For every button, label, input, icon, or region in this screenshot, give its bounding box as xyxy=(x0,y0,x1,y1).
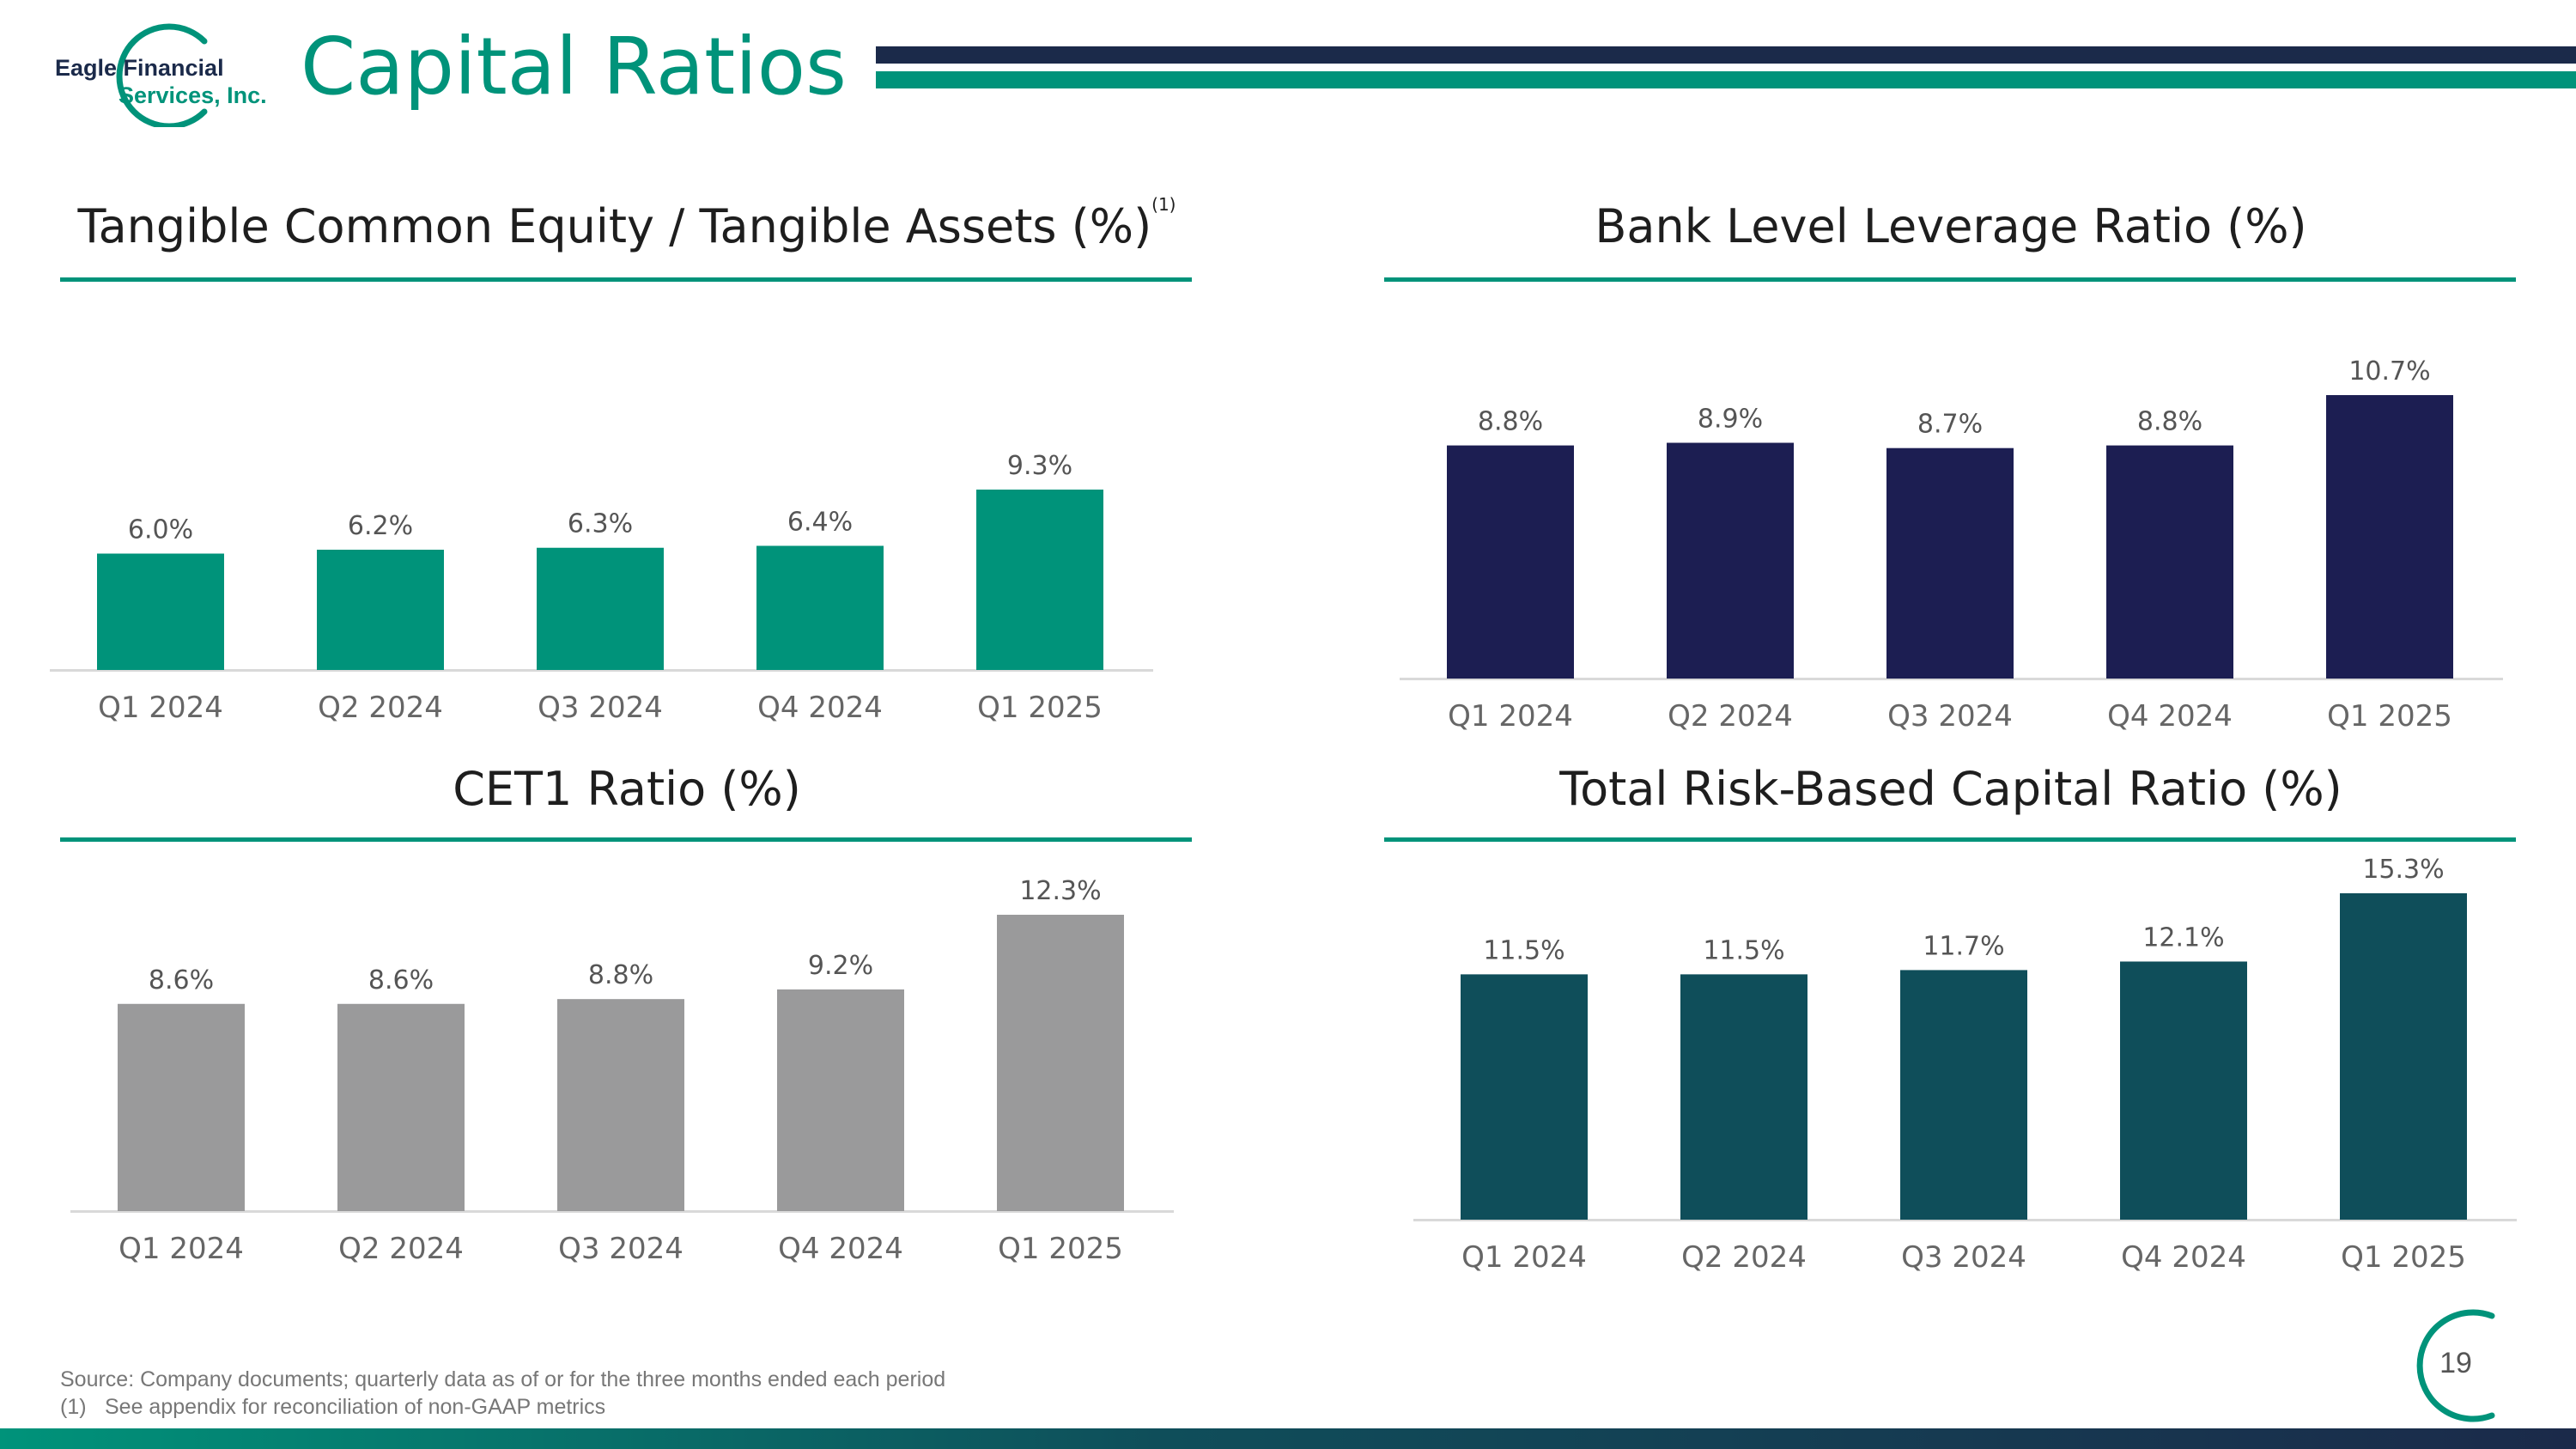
logo-arc-icon xyxy=(116,23,208,127)
data-label: 8.6% xyxy=(368,965,434,995)
footnotes: Source: Company documents; quarterly dat… xyxy=(60,1366,945,1421)
data-label: 11.5% xyxy=(1483,935,1564,965)
bar xyxy=(1447,445,1574,679)
chart-title-tce-text: Tangible Common Equity / Tangible Assets… xyxy=(77,199,1152,253)
data-label: 6.4% xyxy=(787,507,853,537)
chart-title-rule-trbc xyxy=(1384,837,2516,842)
header-band-teal xyxy=(876,71,2576,88)
header-band-dark xyxy=(876,46,2576,64)
page-number: 19 xyxy=(2439,1347,2472,1379)
x-tick-label: Q1 2025 xyxy=(2327,699,2452,734)
data-label: 12.1% xyxy=(2142,922,2224,953)
bar xyxy=(756,545,884,670)
x-tick-label: Q3 2024 xyxy=(1901,1240,2026,1275)
footer-bar xyxy=(0,1428,2576,1449)
chart-trbc: 11.5% Q1 2024 11.5% Q2 2024 11.7% Q3 2024 12.1… xyxy=(1413,855,2517,1275)
data-label: 10.7% xyxy=(2348,356,2430,387)
footnote-source: Source: Company documents; quarterly dat… xyxy=(60,1367,946,1391)
data-label: 8.7% xyxy=(1917,410,1983,440)
bar xyxy=(1667,442,1794,679)
chart-title-rule-cet1 xyxy=(60,837,1192,842)
x-tick-label: Q3 2024 xyxy=(558,1232,683,1266)
x-tick-label: Q4 2024 xyxy=(778,1232,903,1266)
chart-title-cet1: CET1 Ratio (%) xyxy=(453,762,801,816)
x-tick-label: Q3 2024 xyxy=(1887,699,2013,734)
data-label: 9.2% xyxy=(808,951,873,981)
chart-title-leverage: Bank Level Leverage Ratio (%) xyxy=(1595,199,2307,253)
logo-text-line1: Eagle Financial xyxy=(55,55,224,81)
chart-title-tce: Tangible Common Equity / Tangible Assets… xyxy=(60,194,1194,253)
chart-leverage: 8.8% Q1 2024 8.9% Q2 2024 8.7% Q3 2024 8.8% Q4 … xyxy=(1400,356,2503,734)
page-arc-icon xyxy=(2416,1309,2495,1422)
bar xyxy=(118,1003,245,1211)
bar xyxy=(2106,445,2233,679)
bar xyxy=(2326,395,2453,679)
bar xyxy=(2340,893,2467,1220)
bar xyxy=(777,989,904,1211)
bar xyxy=(1886,447,2014,679)
chart-cet1: 8.6% Q1 2024 8.6% Q2 2024 8.8% Q3 2024 9.2% Q4 … xyxy=(70,876,1174,1266)
data-label: 8.8% xyxy=(588,960,653,990)
chart-title-trbc: Total Risk-Based Capital Ratio (%) xyxy=(1559,762,2342,816)
footnote-marker: (1) xyxy=(60,1395,87,1419)
x-tick-label: Q1 2024 xyxy=(118,1232,244,1266)
bar xyxy=(976,490,1103,670)
x-tick-label: Q1 2024 xyxy=(1461,1240,1587,1275)
chart-tce: 6.0% Q1 2024 6.2% Q2 2024 6.3% Q3 2024 6.4% Q4 … xyxy=(50,451,1153,725)
x-tick-label: Q2 2024 xyxy=(1668,699,1793,734)
bar xyxy=(537,547,664,670)
bar xyxy=(2120,961,2247,1220)
data-label: 11.7% xyxy=(1923,931,2004,961)
x-tick-label: Q1 2024 xyxy=(1448,699,1573,734)
x-tick-label: Q1 2025 xyxy=(977,691,1103,725)
bar xyxy=(97,553,224,670)
data-label: 11.5% xyxy=(1703,935,1784,965)
bar xyxy=(337,1003,465,1211)
logo-text-line2: Services, Inc. xyxy=(118,82,267,108)
data-label: 9.3% xyxy=(1007,451,1072,481)
x-tick-label: Q2 2024 xyxy=(318,691,443,725)
data-label: 15.3% xyxy=(2362,855,2444,885)
data-label: 12.3% xyxy=(1019,876,1101,906)
page-title: Capital Ratios xyxy=(301,21,847,113)
footnote-text: See appendix for reconciliation of non-G… xyxy=(105,1395,606,1419)
chart-title-tce-note: (1) xyxy=(1151,194,1176,215)
x-tick-label: Q4 2024 xyxy=(757,691,883,725)
data-label: 8.8% xyxy=(1478,407,1543,437)
bar xyxy=(997,915,1124,1211)
bar xyxy=(557,999,684,1211)
x-tick-label: Q3 2024 xyxy=(538,691,663,725)
bar xyxy=(1461,974,1588,1220)
x-tick-label: Q1 2024 xyxy=(98,691,223,725)
bar xyxy=(1900,970,2027,1220)
data-label: 6.3% xyxy=(568,509,633,539)
data-label: 8.8% xyxy=(2137,407,2202,437)
x-tick-label: Q2 2024 xyxy=(338,1232,464,1266)
chart-title-rule-leverage xyxy=(1384,277,2516,282)
bar xyxy=(1680,974,1807,1220)
data-label: 8.9% xyxy=(1698,405,1763,435)
company-logo: Eagle Financial Services, Inc. xyxy=(50,15,273,127)
x-tick-label: Q4 2024 xyxy=(2107,699,2233,734)
x-tick-label: Q1 2025 xyxy=(2341,1240,2466,1275)
footnote-1: (1) See appendix for reconciliation of no… xyxy=(60,1393,945,1421)
bar xyxy=(317,550,444,670)
x-tick-label: Q1 2025 xyxy=(998,1232,1123,1266)
data-label: 6.0% xyxy=(128,515,193,545)
data-label: 8.6% xyxy=(149,965,214,995)
x-tick-label: Q2 2024 xyxy=(1681,1240,1807,1275)
data-label: 6.2% xyxy=(348,511,413,541)
chart-title-rule-tce xyxy=(60,277,1192,282)
x-tick-label: Q4 2024 xyxy=(2121,1240,2246,1275)
